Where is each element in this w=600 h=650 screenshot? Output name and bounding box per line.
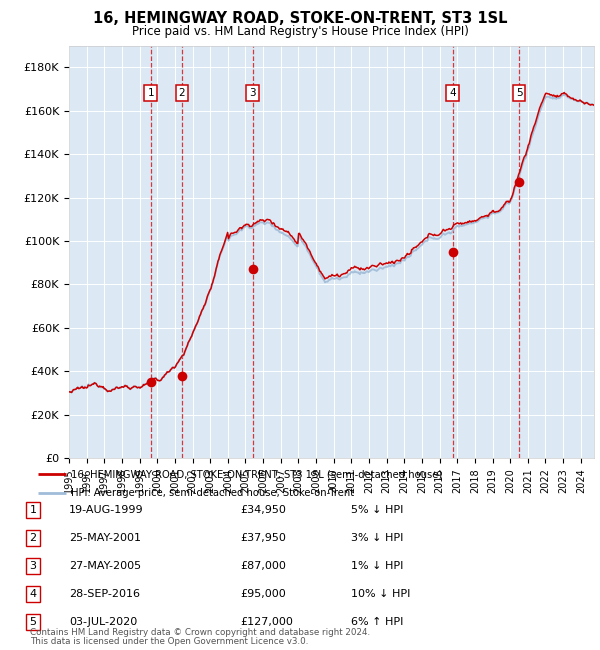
Text: £95,000: £95,000: [240, 589, 286, 599]
Text: Contains HM Land Registry data © Crown copyright and database right 2024.: Contains HM Land Registry data © Crown c…: [30, 628, 370, 637]
Text: 10% ↓ HPI: 10% ↓ HPI: [351, 589, 410, 599]
Text: £87,000: £87,000: [240, 561, 286, 571]
Text: 16, HEMINGWAY ROAD, STOKE-ON-TRENT, ST3 1SL (semi-detached house): 16, HEMINGWAY ROAD, STOKE-ON-TRENT, ST3 …: [71, 469, 443, 479]
Text: 4: 4: [449, 88, 456, 98]
Text: £34,950: £34,950: [240, 505, 286, 515]
Text: 5: 5: [516, 88, 523, 98]
Text: 1% ↓ HPI: 1% ↓ HPI: [351, 561, 403, 571]
Text: 25-MAY-2001: 25-MAY-2001: [69, 533, 141, 543]
Text: This data is licensed under the Open Government Licence v3.0.: This data is licensed under the Open Gov…: [30, 637, 308, 646]
Text: 03-JUL-2020: 03-JUL-2020: [69, 617, 137, 627]
Text: £127,000: £127,000: [240, 617, 293, 627]
Text: 1: 1: [148, 88, 154, 98]
Text: 5: 5: [29, 617, 37, 627]
Text: 6% ↑ HPI: 6% ↑ HPI: [351, 617, 403, 627]
Text: £37,950: £37,950: [240, 533, 286, 543]
Text: Price paid vs. HM Land Registry's House Price Index (HPI): Price paid vs. HM Land Registry's House …: [131, 25, 469, 38]
Text: 5% ↓ HPI: 5% ↓ HPI: [351, 505, 403, 515]
Text: 27-MAY-2005: 27-MAY-2005: [69, 561, 141, 571]
Text: 19-AUG-1999: 19-AUG-1999: [69, 505, 143, 515]
Text: HPI: Average price, semi-detached house, Stoke-on-Trent: HPI: Average price, semi-detached house,…: [71, 488, 355, 498]
Text: 28-SEP-2016: 28-SEP-2016: [69, 589, 140, 599]
Text: 2: 2: [179, 88, 185, 98]
Text: 3: 3: [249, 88, 256, 98]
Text: 16, HEMINGWAY ROAD, STOKE-ON-TRENT, ST3 1SL: 16, HEMINGWAY ROAD, STOKE-ON-TRENT, ST3 …: [93, 11, 507, 26]
Text: 3% ↓ HPI: 3% ↓ HPI: [351, 533, 403, 543]
Text: 2: 2: [29, 533, 37, 543]
Text: 1: 1: [29, 505, 37, 515]
Text: 3: 3: [29, 561, 37, 571]
Text: 4: 4: [29, 589, 37, 599]
